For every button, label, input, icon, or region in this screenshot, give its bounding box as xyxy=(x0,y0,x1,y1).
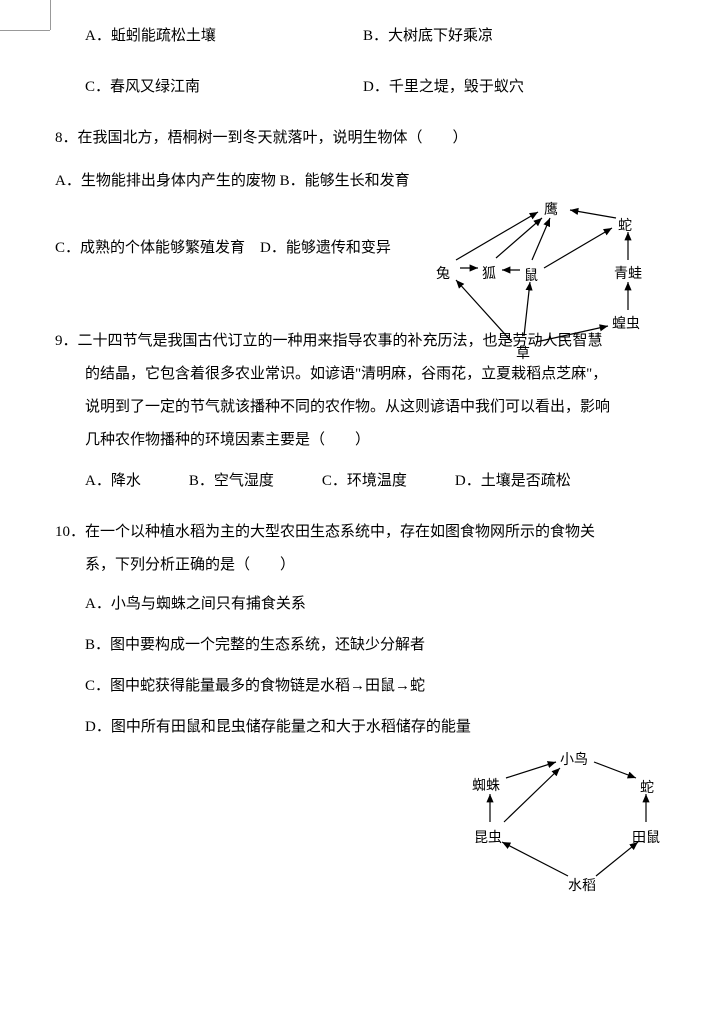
node-cao: 草 xyxy=(516,340,530,371)
q7-option-d: D．千里之堤，毁于蚁穴 xyxy=(363,71,524,104)
q7-option-a: A．蚯蚓能疏松土壤 xyxy=(85,20,315,53)
node-ying: 鹰 xyxy=(544,196,558,227)
node-zhizhu: 蜘蛛 xyxy=(472,772,500,803)
q8-option-c: C．成熟的个体能够繁殖发育 xyxy=(55,240,245,256)
q8-option-a-b: A．生物能排出身体内产生的废物 B．能够生长和发育 xyxy=(55,165,415,198)
q10-option-c: C．图中蛇获得能量最多的食物链是水稻→田鼠→蛇 xyxy=(85,670,686,703)
node-huangchong: 蝗虫 xyxy=(612,310,640,341)
q9-stem-line4: 几种农作物播种的环境因素主要是（ ） xyxy=(85,424,686,457)
node-xiaoniao: 小鸟 xyxy=(560,746,588,777)
q9-options: A．降水 B．空气湿度 C．环境温度 D．土壤是否疏松 xyxy=(85,465,686,498)
q7-options-row2: C．春风又绿江南 D．千里之堤，毁于蚁穴 xyxy=(85,71,686,104)
q7-option-b: B．大树底下好乘凉 xyxy=(363,20,493,53)
q9-option-d: D．土壤是否疏松 xyxy=(455,465,571,498)
q9-option-c: C．环境温度 xyxy=(322,465,407,498)
q10-stem-line1: 10．在一个以种植水稻为主的大型农田生态系统中，存在如图食物网所示的食物关 xyxy=(55,516,686,549)
node-shuidao: 水稻 xyxy=(568,872,596,903)
q8-option-b: B．能够生长和发育 xyxy=(280,173,410,189)
node-hu: 狐 xyxy=(482,260,496,291)
q10-options: A．小鸟与蜘蛛之间只有捕食关系 B．图中要构成一个完整的生态系统，还缺少分解者 … xyxy=(55,588,686,744)
q9-option-a: A．降水 xyxy=(85,465,141,498)
node-she: 蛇 xyxy=(618,212,632,243)
q7-option-c: C．春风又绿江南 xyxy=(85,71,315,104)
q10-stem-line2: 系，下列分析正确的是（ ） xyxy=(85,549,686,582)
q7-options-row1: A．蚯蚓能疏松土壤 B．大树底下好乘凉 xyxy=(85,20,686,53)
q8-option-a: A．生物能排出身体内产生的废物 xyxy=(55,173,276,189)
q8-food-web-diagram: 鹰 蛇 兔 狐 鼠 青蛙 蝗虫 草 xyxy=(420,188,680,368)
node-kunchong: 昆虫 xyxy=(474,824,502,855)
node-shu: 鼠 xyxy=(524,262,538,293)
node-she2: 蛇 xyxy=(640,774,654,805)
page-corner-mark xyxy=(0,0,50,40)
node-tianshu: 田鼠 xyxy=(632,824,660,855)
q10-food-web-diagram: 小鸟 蜘蛛 蛇 昆虫 田鼠 水稻 xyxy=(450,738,670,898)
q8-option-d: D．能够遗传和变异 xyxy=(260,240,391,256)
q10-option-b: B．图中要构成一个完整的生态系统，还缺少分解者 xyxy=(85,629,686,662)
q8-option-c-d: C．成熟的个体能够繁殖发育 D．能够遗传和变异 xyxy=(55,232,415,265)
q9-option-b: B．空气湿度 xyxy=(189,465,274,498)
node-tu: 兔 xyxy=(436,260,450,291)
node-qingwa: 青蛙 xyxy=(614,260,642,291)
q8-stem: 8．在我国北方，梧桐树一到冬天就落叶，说明生物体（ ） xyxy=(55,122,686,155)
q9-stem-line3: 说明到了一定的节气就该播种不同的农作物。从这则谚语中我们可以看出，影响 xyxy=(85,391,686,424)
q10-option-a: A．小鸟与蜘蛛之间只有捕食关系 xyxy=(85,588,686,621)
q10-stem: 10．在一个以种植水稻为主的大型农田生态系统中，存在如图食物网所示的食物关 系，… xyxy=(55,516,686,582)
